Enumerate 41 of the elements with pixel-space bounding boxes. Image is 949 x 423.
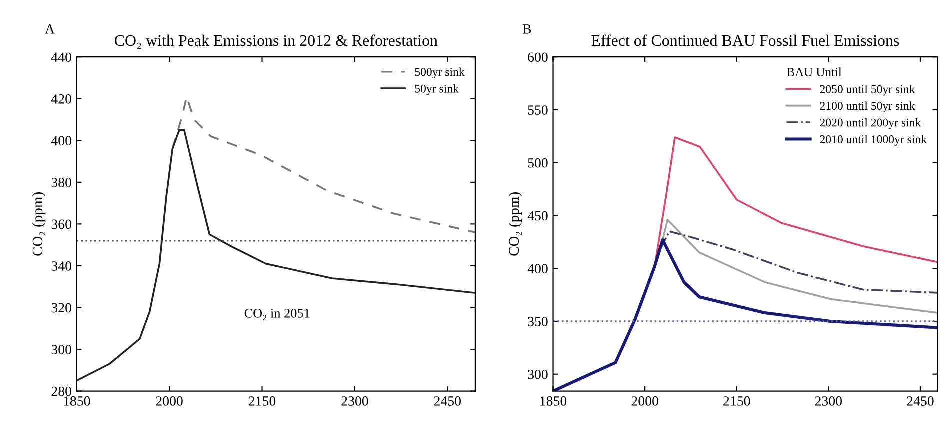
y-tick-label: 360	[52, 220, 72, 230]
y-tick-label: 500	[528, 158, 548, 168]
y-axis-title: CO₂ (ppm)	[32, 192, 46, 256]
text: B	[522, 24, 532, 34]
line-series	[76, 129, 476, 382]
annotation: CO₂ in 2051	[244, 308, 310, 320]
legend-label: 50yr sink	[415, 84, 459, 96]
y-tick-label: 550	[528, 106, 548, 115]
x-tick-label: 2300	[815, 396, 842, 406]
x-tick-label: 2000	[156, 396, 183, 406]
y-tick-label: 400	[51, 136, 72, 146]
y-tick-label: 300	[52, 345, 72, 354]
x-tick-label: 2150	[724, 396, 750, 406]
x-tick-label: 2450	[907, 396, 934, 406]
y-tick-label: 280	[52, 386, 72, 396]
legend-label: 2020 until 200yr sink	[820, 118, 922, 130]
y-tick-label: 420	[51, 94, 72, 104]
x-tick-label: 1850	[64, 396, 90, 406]
chart-title: Effect of Continued BAU Fossil Fuel Emissions	[592, 34, 900, 46]
legend-label: 500yr sink	[415, 68, 465, 79]
x-tick-label: 2450	[434, 396, 461, 406]
x-tick-label: 1850	[540, 396, 567, 406]
legend-title: BAU Until	[787, 68, 842, 77]
y-tick-label: 380	[52, 178, 72, 188]
y-tick-label: 320	[52, 303, 72, 313]
x-tick-label: 2300	[342, 396, 368, 406]
y-tick-label: 300	[528, 370, 548, 380]
chart-title: CO₂ with Peak Emissions in 2012 & Reforestation	[114, 34, 438, 50]
legend-label: 2010 until 1000yr sink	[820, 135, 927, 146]
legend-label: 2050 until 50yr sink	[820, 85, 916, 96]
y-tick-label: 440	[51, 52, 72, 62]
y-tick-label: 350	[528, 317, 548, 326]
y-tick-label: 450	[528, 211, 548, 221]
text: A	[45, 24, 55, 34]
legend-label: 2100 until 50yr sink	[820, 102, 916, 112]
y-tick-label: 400	[528, 264, 548, 274]
y-axis-title: CO₂ (ppm)	[508, 192, 522, 256]
x-tick-label: 2000	[632, 396, 658, 406]
x-tick-label: 2150	[248, 396, 276, 406]
y-tick-label: 600	[528, 52, 548, 62]
y-tick-label: 340	[52, 262, 72, 271]
